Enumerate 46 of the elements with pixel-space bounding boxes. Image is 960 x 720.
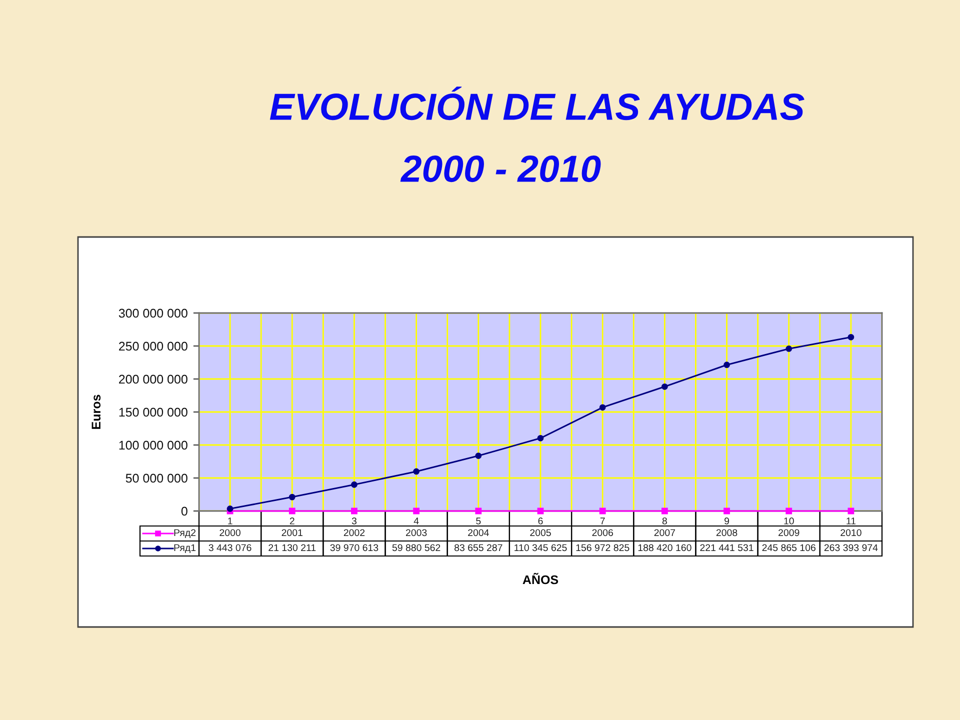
data-label: 2001 bbox=[282, 529, 302, 536]
data-label: 156 972 825 bbox=[576, 544, 630, 552]
data-label: 59 880 562 bbox=[392, 544, 440, 552]
x-tick-label: 7 bbox=[600, 518, 605, 524]
y-tick-label: 0 bbox=[181, 506, 188, 516]
data-label: 2010 bbox=[840, 529, 862, 536]
y-tick-label: 300 000 000 bbox=[118, 308, 188, 318]
data-label: 2002 bbox=[344, 529, 365, 536]
data-label: 263 393 974 bbox=[824, 544, 878, 552]
y-axis-title: Euros bbox=[92, 394, 101, 429]
data-label: 110 345 625 bbox=[514, 544, 567, 552]
x-tick-label: 11 bbox=[846, 518, 856, 524]
x-tick-label: 3 bbox=[352, 518, 357, 524]
data-label: 39 970 613 bbox=[330, 544, 378, 552]
chart-subtitle: 2000 - 2010 bbox=[400, 156, 601, 182]
x-tick-label: 1 bbox=[228, 518, 232, 524]
x-axis-title: AÑOS bbox=[522, 572, 558, 584]
data-label: 2005 bbox=[530, 529, 551, 536]
data-label: 2006 bbox=[592, 529, 613, 536]
data-label: 245 865 106 bbox=[762, 544, 816, 552]
data-label: 2003 bbox=[406, 529, 427, 536]
data-label: 3 443 076 bbox=[208, 544, 252, 552]
data-label: 2009 bbox=[778, 529, 800, 536]
x-tick-label: 10 bbox=[784, 518, 794, 524]
y-tick-label: 50 000 000 bbox=[126, 474, 188, 483]
legend-label: Ряд1 bbox=[174, 544, 196, 553]
legend-label: Ряд2 bbox=[174, 529, 196, 538]
y-tick-label: 100 000 000 bbox=[119, 440, 188, 450]
x-tick-label: 8 bbox=[662, 518, 667, 524]
data-label: 2000 bbox=[220, 529, 240, 536]
x-tick-label: 4 bbox=[414, 518, 419, 524]
chart-title: EVOLUCIÓN DE LAS AYUDAS bbox=[270, 86, 804, 120]
data-label: 2004 bbox=[468, 529, 489, 536]
data-label: 221 441 531 bbox=[700, 544, 754, 552]
data-label: 2007 bbox=[654, 529, 676, 536]
x-tick-label: 6 bbox=[538, 518, 543, 524]
data-label: 2008 bbox=[716, 529, 738, 536]
data-label: 21 130 211 bbox=[268, 544, 316, 552]
y-tick-label: 250 000 000 bbox=[119, 342, 188, 351]
x-tick-label: 9 bbox=[724, 518, 730, 524]
x-tick-label: 2 bbox=[290, 518, 294, 524]
y-tick-label: 200 000 000 bbox=[119, 374, 188, 384]
data-label: 83 655 287 bbox=[454, 544, 502, 552]
y-tick-label: 150 000 000 bbox=[119, 408, 188, 417]
data-label: 188 420 160 bbox=[638, 544, 692, 552]
x-tick-label: 5 bbox=[476, 518, 481, 524]
